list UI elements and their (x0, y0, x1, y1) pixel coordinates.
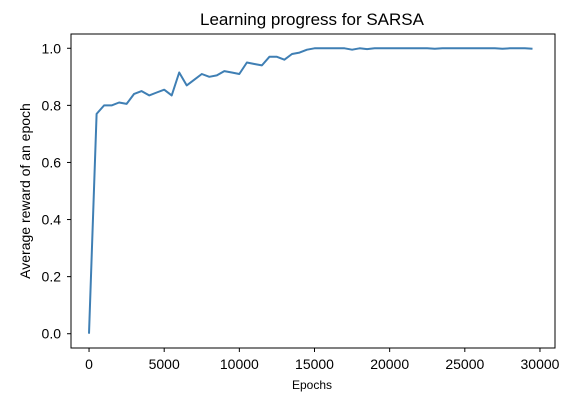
y-tick-label: 1.0 (42, 40, 62, 56)
chart-title: Learning progress for SARSA (200, 10, 425, 29)
y-axis: 0.0 0.2 0.4 0.6 0.8 1.0 (42, 40, 71, 342)
x-tick-label: 15000 (295, 356, 334, 372)
series-line (88, 47, 533, 334)
y-tick-label: 0.4 (42, 212, 62, 228)
x-tick-label: 30000 (521, 356, 560, 372)
x-axis-title: Epochs (292, 378, 332, 392)
y-tick-label: 0.0 (42, 326, 62, 342)
y-tick-label: 0.6 (42, 154, 62, 170)
x-tick-label: 10000 (220, 356, 259, 372)
x-tick-label: 25000 (445, 356, 484, 372)
x-tick-label: 20000 (370, 356, 409, 372)
y-tick-label: 0.8 (42, 97, 62, 113)
x-tick-label: 0 (85, 356, 93, 372)
y-axis-title: Average reward of an epoch (17, 103, 33, 279)
x-tick-label: 5000 (149, 356, 180, 372)
plot-area-frame (70, 33, 556, 349)
x-axis: 0 5000 10000 15000 20000 25000 30000 (85, 348, 560, 372)
y-tick-label: 0.2 (42, 269, 62, 285)
